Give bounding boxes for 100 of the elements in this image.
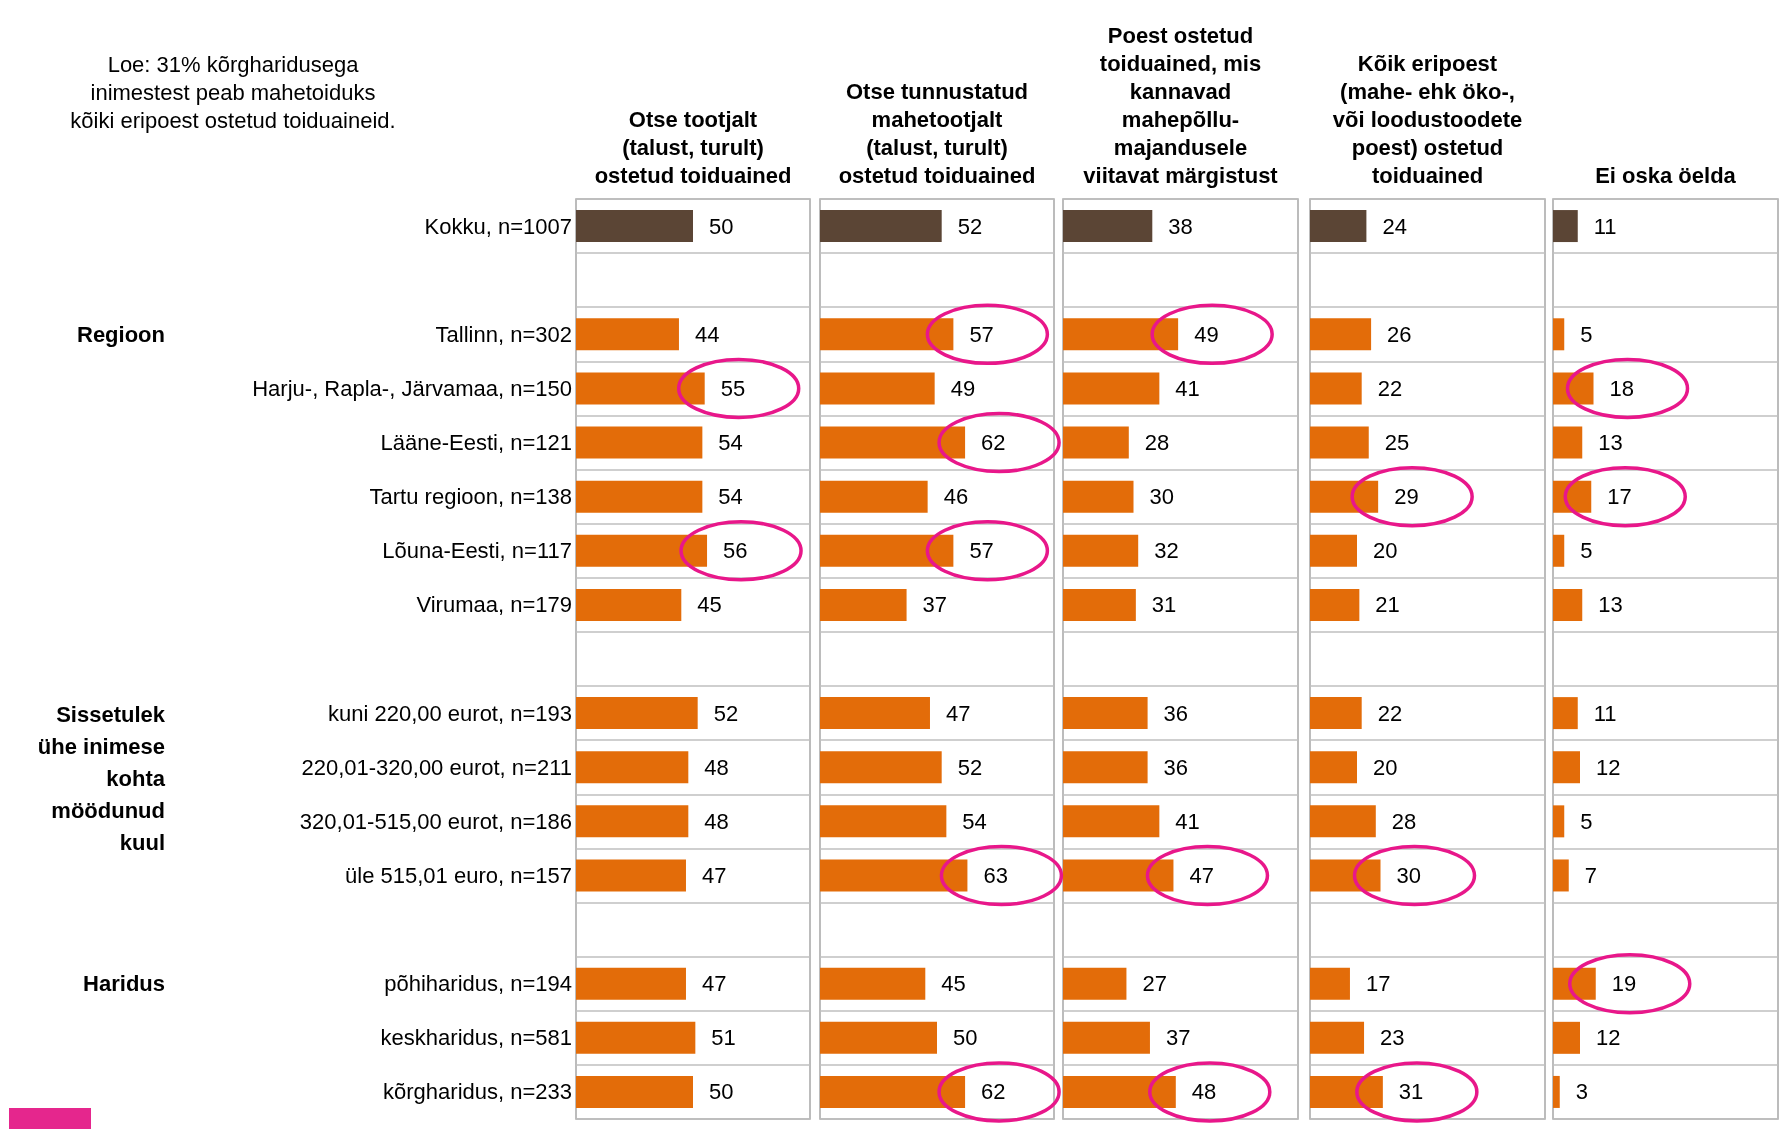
chart-title: Ei oska öelda [1595, 162, 1737, 188]
y-tick-label: Tallinn, n=302 [435, 321, 572, 347]
data-label: 63 [983, 862, 1008, 888]
bar [576, 805, 689, 838]
bar [576, 751, 689, 784]
data-label: 62 [981, 1079, 1006, 1105]
bar [1063, 426, 1129, 459]
bar [576, 1021, 696, 1054]
data-label: 19 [1611, 971, 1637, 997]
bar [1310, 372, 1362, 405]
bar [576, 372, 705, 405]
chart-title: Kõik eripoest (mahe- ehk öko-, või loodustoodete poest) ostetud toiduained [1332, 50, 1523, 188]
bar [820, 1021, 937, 1054]
bar [820, 751, 942, 784]
bar [576, 859, 686, 892]
data-label: 17 [1607, 484, 1632, 510]
bar [1063, 1021, 1150, 1054]
text: Haridus [83, 971, 165, 997]
data-label: 18 [1609, 375, 1634, 401]
text: Sissetulek ühe inimese kohta möödunud kuul [37, 701, 166, 855]
y-tick-label: Tartu regioon, n=138 [369, 484, 572, 510]
data-label: 36 [1163, 754, 1189, 780]
bar [576, 480, 703, 513]
data-label: 13 [1598, 430, 1623, 456]
y-tick-label: kõrgharidus, n=233 [383, 1079, 572, 1105]
data-label: 30 [1396, 862, 1421, 888]
data-label: 47 [945, 700, 971, 726]
y-tick-label: põhiharidus, n=194 [384, 971, 572, 997]
data-label: 29 [1394, 484, 1419, 510]
data-label: 55 [720, 375, 746, 401]
y-tick-label: 220,01-320,00 eurot, n=211 [301, 754, 572, 780]
data-label: 48 [1191, 1079, 1217, 1105]
data-label: 62 [981, 430, 1006, 456]
text: Regioon [77, 321, 165, 347]
chart-title: Otse tunnustatud mahetootjalt (talust, turult) ostetud toiduained [838, 78, 1036, 188]
y-tick-label: kuni 220,00 eurot, n=193 [327, 700, 572, 726]
bar [1063, 534, 1139, 567]
bar [1310, 534, 1357, 567]
bar [1310, 1021, 1365, 1054]
data-label: 50 [953, 1025, 978, 1051]
bar [1063, 480, 1134, 513]
bar [820, 480, 928, 513]
bar [820, 534, 954, 567]
data-label: 52 [957, 754, 983, 780]
data-label: 5 [1580, 808, 1593, 834]
data-label: 28 [1144, 430, 1170, 456]
data-label: 54 [718, 430, 743, 456]
bar [1063, 372, 1160, 405]
bar [1063, 967, 1127, 1000]
bar [576, 534, 708, 567]
bar [1063, 859, 1174, 892]
bar [1310, 480, 1379, 513]
data-label: 5 [1580, 538, 1593, 564]
data-label: 7 [1584, 862, 1597, 888]
bar [820, 697, 930, 730]
bar [820, 318, 954, 351]
data-label: 49 [950, 375, 976, 401]
bar [1310, 426, 1369, 459]
bar [1310, 697, 1362, 730]
bar [820, 859, 968, 892]
chart-title: Poest ostetud toiduained, mis kannavad mahepõllu- majandusele viitavat märgistust [1083, 22, 1279, 188]
bar [1553, 210, 1578, 243]
bar [1063, 588, 1136, 621]
bar [576, 210, 693, 243]
bar [1063, 210, 1153, 243]
y-tick-label: Harju-, Rapla-, Järvamaa, n=150 [252, 375, 572, 401]
data-label: 54 [718, 484, 743, 510]
bar [1553, 697, 1578, 730]
y-tick-label: Lõuna-Eesti, n=117 [382, 538, 572, 564]
bar [1063, 318, 1179, 351]
data-label: 23 [1380, 1025, 1405, 1051]
y-tick-label: 320,01-515,00 eurot, n=186 [299, 808, 572, 834]
data-label: 47 [1189, 862, 1214, 888]
bar [1063, 1075, 1176, 1108]
y-tick-label: üle 515,01 euro, n=157 [345, 862, 572, 888]
data-label: 38 [1168, 213, 1193, 239]
text: Loe: 31% kõrgharidusega inimestest peab mahetoiduks kõiki eripoest ostetud toiduaineid. [70, 51, 396, 133]
data-label: 22 [1377, 700, 1403, 726]
bar [820, 426, 966, 459]
data-label: 46 [943, 484, 969, 510]
bar [1553, 1075, 1560, 1108]
data-label: 28 [1391, 808, 1417, 834]
data-label: 26 [1387, 321, 1412, 347]
bar [1553, 859, 1569, 892]
data-label: 45 [941, 971, 966, 997]
data-label: 31 [1151, 592, 1177, 618]
data-label: 20 [1373, 754, 1398, 780]
bar [576, 426, 703, 459]
data-label: 44 [694, 321, 720, 347]
data-label: 47 [701, 862, 727, 888]
data-label: 37 [1165, 1025, 1191, 1051]
bar [576, 1075, 693, 1108]
bar [820, 210, 942, 243]
data-label: 51 [711, 1025, 736, 1051]
data-label: 52 [957, 213, 983, 239]
y-tick-label: Lääne-Eesti, n=121 [380, 430, 572, 456]
data-label: 47 [701, 971, 727, 997]
data-label: 57 [969, 321, 994, 347]
y-tick-label: Virumaa, n=179 [416, 592, 572, 618]
data-label: 48 [704, 754, 729, 780]
